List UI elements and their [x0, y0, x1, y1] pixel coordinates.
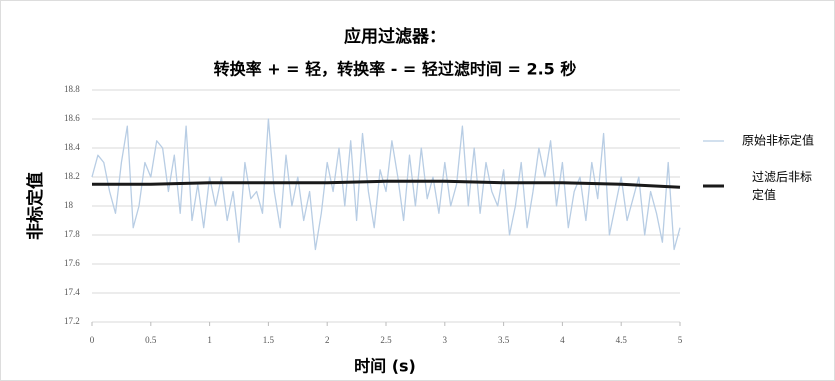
x-tick-label: 2.5: [380, 335, 392, 345]
series-line: [92, 179, 681, 189]
x-tick-label: 2: [325, 335, 330, 345]
chart-title: 应用过滤器：: [344, 26, 446, 47]
chart-subtitle: 转换率 + = 轻，转换率 - = 轻过滤时间 = 2.5 秒: [214, 60, 577, 79]
y-tick-label: 17.6: [64, 258, 80, 268]
y-tick-label: 18.2: [64, 171, 80, 181]
x-tick-label: 1.5: [263, 335, 275, 345]
x-tick-label: 1: [207, 335, 212, 345]
x-tick-label: 0.5: [145, 335, 157, 345]
x-tick-label: 3: [443, 335, 448, 345]
legend-label: 原始非标定值: [742, 133, 814, 148]
x-tick-label: 3.5: [498, 335, 510, 345]
series-line: [91, 118, 681, 251]
legend-label: 过滤后非标定值: [752, 170, 812, 202]
y-tick-label: 17.8: [64, 229, 80, 239]
x-tick-label: 0: [90, 335, 95, 345]
y-tick-label: 18.6: [64, 113, 80, 123]
x-tick-label: 4: [560, 335, 565, 345]
x-tick-label: 5: [678, 335, 683, 345]
y-axis-label: 非标定值: [25, 172, 46, 240]
y-tick-label: 17.2: [64, 316, 80, 326]
x-tick-label: 4.5: [616, 335, 628, 345]
y-tick-label: 17.4: [64, 287, 80, 297]
y-tick-label: 18.4: [64, 142, 80, 152]
y-tick-label: 18: [64, 200, 74, 210]
y-tick-label: 18.8: [64, 84, 80, 94]
x-axis-label: 时间 (s): [354, 357, 416, 376]
